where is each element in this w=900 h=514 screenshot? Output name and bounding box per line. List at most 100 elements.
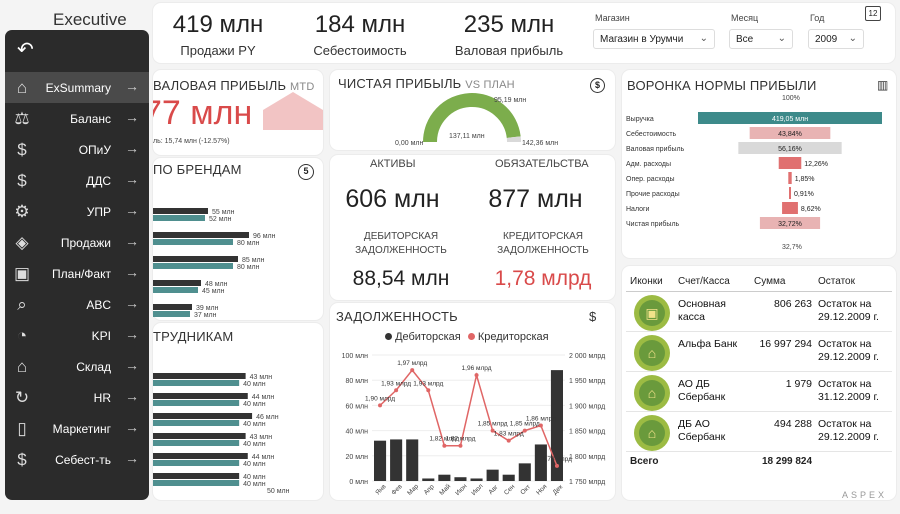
employees-axis-end: 50 млн	[267, 488, 290, 495]
sidebar-item-8[interactable]: ⌕ ABC →	[5, 289, 149, 320]
col-account: Счет/Касса	[678, 276, 730, 287]
funnel-card: ВОРОНКА НОРМЫ ПРИБЫЛИ ▥ 100% Выручка 419,…	[622, 70, 896, 258]
funnel-row-label: Адм. расходы	[626, 161, 671, 168]
sidebar-item-2[interactable]: ⚖ Баланс →	[5, 103, 149, 134]
debt-legend: Дебиторская Кредиторская	[385, 331, 549, 343]
x-tick: Сен	[503, 483, 517, 497]
brands-badge-icon[interactable]: 5	[298, 164, 314, 180]
filter-year-select[interactable]: 2009 ⌄	[808, 29, 864, 49]
y2-tick: 1 850 млрд	[569, 429, 605, 436]
warehouse-icon: ⌂	[16, 357, 28, 376]
sidebar-item-label: KPI	[91, 329, 111, 343]
payable-point	[506, 438, 511, 443]
sidebar-item-5[interactable]: ⚙ УПР →	[5, 196, 149, 227]
payable-point	[554, 463, 559, 468]
filter-store-select[interactable]: Магазин в Урумчи ⌄	[593, 29, 715, 49]
sidebar-item-label: ОПиУ	[78, 143, 111, 157]
balance-line-2: 29.12.2009 г.	[818, 351, 879, 363]
payable-point	[378, 403, 383, 408]
sidebar-item-12[interactable]: ▯ Маркетинг →	[5, 413, 149, 444]
employee-bar-b	[153, 440, 240, 446]
home-icon: ⌂	[16, 78, 28, 97]
cash-total-row: Всего 18 299 824	[626, 452, 892, 474]
col-sum: Сумма	[754, 276, 786, 287]
price-tag-icon: ◈	[15, 233, 29, 252]
sidebar-item-13[interactable]: $ Себест-ть →	[5, 444, 149, 475]
payable-point	[426, 388, 431, 393]
employee-bar-b	[153, 380, 240, 386]
table-row[interactable]: ⌂ ДБ АО Сбербанк 494 288 Остаток на 29.1…	[626, 412, 892, 452]
arrow-right-icon: →	[125, 78, 139, 94]
x-tick: Июл	[470, 483, 484, 497]
x-tick: Июн	[454, 483, 469, 497]
sidebar-item-9[interactable]: ◔ KPI →	[5, 320, 149, 351]
funnel-chart-icon[interactable]: ▥	[877, 78, 889, 92]
legend-receivable: Дебиторская	[395, 331, 461, 343]
hand-money-icon[interactable]: $	[589, 309, 597, 324]
employee-label-a: 43 млн	[250, 434, 273, 441]
funnel-row-value: 419,05 млн	[772, 116, 808, 123]
sidebar-item-1[interactable]: ⌂ ExSummary →	[5, 72, 149, 103]
payable-point	[474, 373, 479, 378]
table-row[interactable]: ⌂ АО ДБ Сбербанк 1 979 Остаток на 31.12.…	[626, 372, 892, 412]
filter-month-select[interactable]: Все ⌄	[729, 29, 793, 49]
receivable-bar	[374, 440, 387, 481]
dollar-coin-icon: $	[17, 171, 27, 190]
table-row[interactable]: ⌂ Альфа Банк 16 997 294 Остаток на 29.12…	[626, 332, 892, 372]
brand-bar-a	[153, 304, 192, 310]
account-sum: 494 288	[774, 418, 812, 430]
arrow-right-icon: →	[125, 388, 139, 404]
sidebar-item-label: УПР	[86, 205, 111, 219]
balance-line-1: Остаток на	[818, 418, 872, 430]
account-name-1: Основная	[678, 298, 726, 310]
kpi-gross-label: Валовая прибыль	[454, 43, 564, 58]
gauge-target: 95,19 млн	[494, 97, 527, 104]
payable-label: 1,97 млрд	[397, 360, 427, 367]
calendar-icon[interactable]: 12	[865, 6, 881, 21]
sidebar-item-11[interactable]: ↻ HR →	[5, 382, 149, 413]
kpi-gross-value: 235 млн	[463, 11, 555, 38]
account-sum: 16 997 294	[759, 338, 812, 350]
funnel-bar	[788, 172, 792, 184]
funnel-row-value: 0,91%	[794, 191, 814, 198]
arrow-right-icon: →	[125, 233, 139, 249]
cash-total-value: 18 299 824	[762, 456, 813, 467]
sidebar-item-7[interactable]: ▣ План/Факт →	[5, 258, 149, 289]
payables-value: 1,78 млрд	[494, 267, 592, 290]
arrow-right-icon: →	[125, 171, 139, 187]
balance-line-1: Остаток на	[818, 378, 872, 390]
brand-label-b: 52 млн	[209, 216, 232, 223]
currency-icon[interactable]: $	[590, 78, 605, 93]
cash-rows: ▣ Основная касса 806 263 Остаток на 29.1…	[626, 292, 892, 452]
y2-tick: 1 950 млрд	[569, 378, 605, 385]
sidebar-item-3[interactable]: $ ОПиУ →	[5, 134, 149, 165]
sidebar-item-label: Себест-ть	[55, 453, 111, 467]
account-sum: 1 979	[785, 378, 812, 390]
sidebar-item-label: HR	[93, 391, 111, 405]
brand-label-a: 39 млн	[196, 305, 219, 312]
sidebar-item-label: Баланс	[70, 112, 111, 126]
table-row[interactable]: ▣ Основная касса 806 263 Остаток на 29.1…	[626, 292, 892, 332]
liabilities-label: ОБЯЗАТЕЛЬСТВА	[495, 158, 589, 170]
arrow-right-icon: →	[125, 202, 139, 218]
sidebar-item-10[interactable]: ⌂ Склад →	[5, 351, 149, 382]
sidebar-item-6[interactable]: ◈ Продажи →	[5, 227, 149, 258]
sidebar-item-4[interactable]: $ ДДС →	[5, 165, 149, 196]
user-gear-icon: ⚙	[14, 202, 30, 221]
funnel-bar	[782, 202, 798, 214]
employee-label-a: 44 млн	[252, 394, 275, 401]
balance-line-2: 29.12.2009 г.	[818, 311, 879, 323]
receivables-value: 88,54 млн	[352, 267, 450, 290]
arrow-right-icon: →	[125, 357, 139, 373]
balance-line-1: Остаток на	[818, 298, 872, 310]
brand-bar-b	[153, 287, 198, 293]
receivable-bar	[486, 469, 499, 481]
bank-icon-inner: ⌂	[639, 420, 665, 446]
chevron-down-icon: ⌄	[777, 33, 786, 44]
kpi-card: 419 млн Продажи PY 184 млн Себестоимость…	[153, 3, 895, 63]
cash-header-row: Иконки Счет/Касса Сумма Остаток	[626, 270, 892, 292]
employee-bar-a	[153, 433, 246, 439]
balance-line-2: 29.12.2009 г.	[818, 431, 879, 443]
back-arrow-icon[interactable]: ↶	[17, 39, 34, 61]
